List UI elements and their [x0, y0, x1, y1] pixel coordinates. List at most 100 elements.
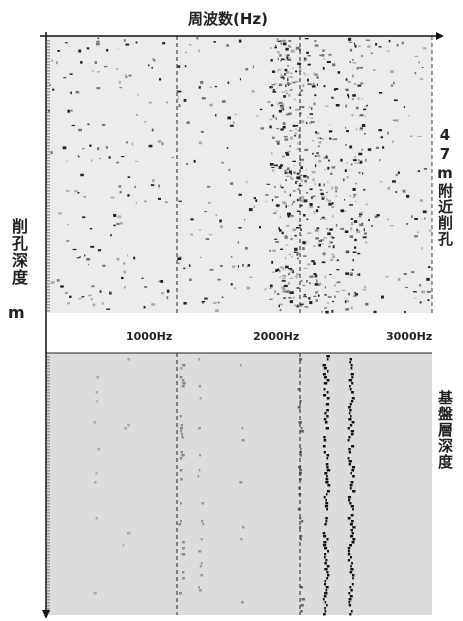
speckle [282, 280, 286, 282]
speckle [329, 124, 330, 125]
speckle [327, 574, 329, 577]
speckle [288, 113, 292, 116]
speckle [281, 60, 282, 61]
speckle [375, 43, 377, 45]
speckle [153, 128, 154, 131]
speckle [278, 227, 279, 230]
speckle [348, 439, 350, 442]
speckle [274, 186, 276, 187]
speckle [330, 228, 333, 230]
speckle [303, 175, 307, 178]
speckle [47, 548, 50, 550]
speckle [47, 542, 50, 544]
speckle [125, 74, 127, 76]
speckle [337, 260, 339, 262]
speckle [57, 279, 60, 281]
speckle [282, 275, 286, 278]
speckle [289, 57, 291, 60]
speckle [303, 72, 305, 74]
speckle [329, 130, 332, 132]
speckle [351, 391, 354, 394]
speckle [181, 433, 183, 436]
speckle [47, 295, 50, 297]
speckle [306, 122, 307, 124]
speckle [47, 605, 50, 607]
speckle [350, 227, 352, 230]
speckle [47, 310, 50, 312]
speckle [356, 107, 359, 110]
speckle [47, 428, 50, 430]
speckle [124, 263, 126, 265]
speckle [279, 54, 281, 57]
speckle [347, 162, 348, 164]
speckle [206, 239, 210, 240]
speckle [178, 104, 180, 107]
speckle [317, 155, 320, 158]
speckle [158, 198, 161, 200]
speckle [332, 139, 333, 141]
speckle [312, 85, 316, 87]
speckle [121, 156, 124, 157]
speckle [297, 211, 300, 212]
speckle [349, 586, 351, 589]
speckle [181, 451, 183, 454]
speckle [310, 203, 313, 206]
speckle [200, 397, 202, 400]
speckle [149, 102, 152, 104]
speckle [288, 215, 290, 218]
speckle [96, 391, 98, 394]
speckle [66, 160, 67, 162]
speckle [345, 105, 347, 108]
speckle [110, 234, 111, 236]
speckle [344, 199, 345, 201]
speckle [347, 176, 349, 178]
speckle [47, 572, 50, 574]
speckle [177, 91, 181, 93]
speckle [311, 121, 315, 123]
speckle [47, 157, 50, 159]
speckle [47, 40, 50, 42]
speckle [196, 37, 198, 39]
speckle [326, 427, 329, 430]
speckle [313, 296, 316, 297]
speckle [322, 196, 325, 198]
speckle [230, 125, 234, 127]
speckle [355, 201, 356, 202]
speckle [279, 84, 282, 87]
speckle [47, 470, 50, 472]
speckle [47, 265, 50, 267]
speckle [277, 51, 280, 53]
freq-label: 2000Hz [253, 330, 299, 343]
speckle [247, 287, 251, 290]
speckle [199, 385, 201, 388]
speckle [307, 79, 309, 82]
speckle [81, 296, 84, 297]
speckle [332, 237, 335, 239]
speckle [300, 175, 303, 176]
speckle [47, 196, 50, 198]
speckle [329, 138, 331, 140]
speckle [87, 47, 90, 49]
speckle [429, 230, 432, 232]
speckle [315, 164, 316, 167]
speckle [72, 125, 75, 126]
speckle [393, 82, 395, 84]
speckle [363, 289, 367, 290]
speckle [345, 300, 346, 303]
speckle [47, 437, 50, 439]
speckle [350, 571, 353, 574]
speckle [285, 180, 287, 181]
speckle [47, 262, 50, 264]
speckle [309, 282, 310, 284]
speckle [136, 202, 137, 204]
speckle [314, 103, 316, 106]
speckle [179, 592, 182, 595]
speckle [286, 153, 289, 155]
speckle [325, 502, 328, 505]
speckle [242, 427, 244, 430]
speckle [123, 544, 125, 547]
speckle [361, 55, 363, 57]
speckle [349, 204, 353, 206]
speckle [348, 547, 351, 550]
speckle [80, 61, 82, 64]
